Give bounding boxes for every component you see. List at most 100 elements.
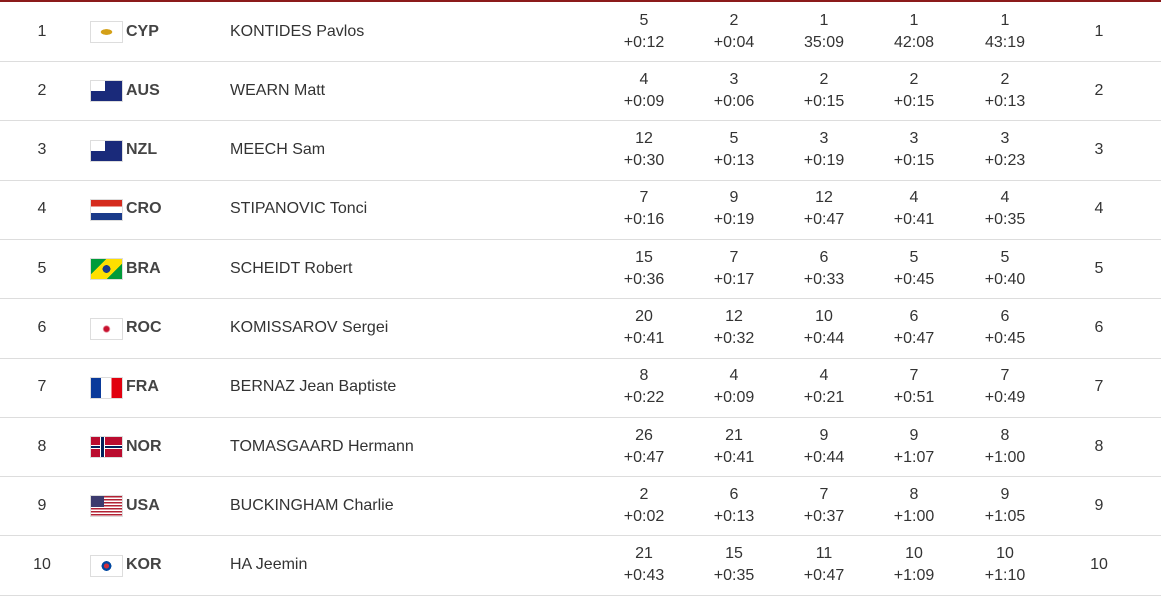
net-rank: 8 bbox=[1094, 437, 1104, 455]
race-cell: 6 +0:47 bbox=[874, 299, 954, 358]
race-position: 3 bbox=[1000, 130, 1010, 148]
race-cell: 7 +0:51 bbox=[874, 358, 954, 417]
race-position: 5 bbox=[1000, 248, 1010, 266]
race-position: 6 bbox=[909, 308, 919, 325]
race-cell: 2 +0:13 bbox=[965, 61, 1045, 120]
country-code: BRA bbox=[126, 259, 161, 277]
race-position: 4 bbox=[909, 189, 919, 207]
race-cell: 3 +0:23 bbox=[965, 121, 1045, 180]
race-gap: +0:40 bbox=[984, 270, 1026, 288]
race-position: 9 bbox=[1000, 485, 1010, 503]
race-position: 9 bbox=[729, 189, 739, 207]
race-position: 10 bbox=[815, 308, 833, 325]
race-gap: +0:33 bbox=[803, 270, 845, 288]
race-gap: +1:00 bbox=[984, 448, 1026, 466]
race-cell: 2 +0:15 bbox=[784, 61, 864, 120]
race-gap: +0:21 bbox=[803, 389, 845, 407]
race-position: 7 bbox=[639, 189, 649, 207]
race-cell: 2 +0:02 bbox=[604, 476, 684, 535]
table-row: 5 BRA SCHEIDT Robert 15 +0:36 7 +0:17 6 +0:33 5 +0… bbox=[0, 239, 1161, 300]
race-cell: 26 +0:47 bbox=[604, 417, 684, 476]
race-gap: +0:35 bbox=[984, 211, 1026, 229]
race-cell: 9 +0:19 bbox=[694, 180, 774, 239]
race-gap: +0:02 bbox=[623, 507, 665, 525]
race-gap: +1:10 bbox=[984, 567, 1026, 585]
race-gap: +0:13 bbox=[984, 92, 1026, 110]
race-cell: 12 +0:47 bbox=[784, 180, 864, 239]
race-cell: 4 +0:35 bbox=[965, 180, 1045, 239]
race-cell: 5 +0:45 bbox=[874, 239, 954, 298]
race-gap: +0:32 bbox=[713, 330, 755, 347]
race-position: 21 bbox=[725, 426, 743, 444]
top-border bbox=[0, 0, 1161, 2]
athlete-name: STIPANOVIC Tonci bbox=[230, 200, 368, 218]
race-position: 9 bbox=[819, 426, 829, 444]
race-position: 11 bbox=[815, 545, 833, 563]
table-row: 10 KOR HA Jeemin 21 +0:43 15 +0:35 11 +0:47 10 +1:… bbox=[0, 536, 1161, 596]
race-cell: 5 +0:40 bbox=[965, 239, 1045, 298]
country-code: CYP bbox=[126, 22, 159, 40]
race-cell: 12 +0:30 bbox=[604, 121, 684, 180]
race-gap: +0:04 bbox=[713, 33, 755, 51]
flag-icon bbox=[91, 259, 122, 280]
race-cell: 5 +0:13 bbox=[694, 121, 774, 180]
race-cell: 5 +0:12 bbox=[604, 2, 684, 61]
race-gap: +0:09 bbox=[623, 92, 665, 110]
race-position: 8 bbox=[639, 367, 649, 385]
table-row: 3 NZL MEECH Sam 12 +0:30 5 +0:13 3 +0:19 3 +0:15 3 +… bbox=[0, 121, 1161, 181]
table-row: 7 FRA BERNAZ Jean Baptiste 8 +0:22 4 +0:09 4 +0:… bbox=[0, 358, 1161, 418]
athlete-name: HA Jeemin bbox=[230, 556, 308, 574]
race-position: 15 bbox=[725, 545, 743, 563]
race-cell: 4 +0:21 bbox=[784, 358, 864, 417]
race-position: 9 bbox=[909, 426, 919, 444]
race-position: 12 bbox=[815, 189, 833, 207]
country-code: NOR bbox=[126, 437, 162, 455]
race-position: 2 bbox=[819, 70, 829, 88]
race-position: 3 bbox=[729, 70, 739, 88]
race-cell: 6 +0:33 bbox=[784, 239, 864, 298]
rank: 1 bbox=[37, 22, 47, 40]
race-gap: +0:15 bbox=[803, 92, 845, 110]
race-gap: +1:05 bbox=[984, 507, 1026, 525]
race-cell: 10 +0:44 bbox=[784, 299, 864, 358]
race-position: 4 bbox=[639, 70, 649, 88]
race-gap: +0:15 bbox=[893, 152, 935, 170]
flag-icon bbox=[91, 555, 122, 576]
athlete-name: SCHEIDT Robert bbox=[230, 259, 353, 277]
race-position: 20 bbox=[635, 308, 653, 325]
race-position: 15 bbox=[635, 248, 653, 266]
race-gap: +0:47 bbox=[623, 448, 665, 466]
race-gap: +0:12 bbox=[623, 33, 665, 51]
race-gap: +0:41 bbox=[713, 448, 755, 466]
athlete-name: BUCKINGHAM Charlie bbox=[230, 496, 394, 514]
race-gap: +0:51 bbox=[893, 389, 935, 407]
race-position: 3 bbox=[909, 130, 919, 148]
table-row: 4 CRO STIPANOVIC Tonci 7 +0:16 9 +0:19 12 +0:47 4… bbox=[0, 180, 1161, 240]
race-cell: 20 +0:41 bbox=[604, 299, 684, 358]
athlete-name: KONTIDES Pavlos bbox=[230, 22, 365, 40]
race-position: 6 bbox=[1000, 308, 1010, 325]
race-position: 2 bbox=[639, 485, 649, 503]
race-cell: 7 +0:17 bbox=[694, 239, 774, 298]
race-gap: +0:30 bbox=[623, 152, 665, 170]
net-rank: 6 bbox=[1094, 319, 1104, 336]
race-gap: +0:36 bbox=[623, 270, 665, 288]
table-row: 9 USA BUCKINGHAM Charlie 2 +0:02 6 +0:13 7 +0:37… bbox=[0, 476, 1161, 537]
race-position: 12 bbox=[635, 130, 653, 148]
flag-icon bbox=[91, 377, 122, 398]
race-cell: 8 +1:00 bbox=[965, 417, 1045, 476]
table-row: 1 CYP KONTIDES Pavlos 5 +0:12 2 +0:04 1 35:09 1 42… bbox=[0, 2, 1161, 62]
athlete-name: BERNAZ Jean Baptiste bbox=[230, 378, 397, 396]
race-position: 5 bbox=[909, 248, 919, 266]
race-gap: +0:09 bbox=[713, 389, 755, 407]
table-row: 8 NOR TOMASGAARD Hermann 26 +0:47 21 +0:41 9 +0:… bbox=[0, 417, 1161, 478]
race-cell: 21 +0:43 bbox=[604, 536, 684, 595]
flag-icon bbox=[91, 437, 122, 458]
race-gap: +0:41 bbox=[623, 330, 665, 347]
race-cell: 7 +0:16 bbox=[604, 180, 684, 239]
table-row: 2 AUS WEARN Matt 4 +0:09 3 +0:06 2 +0:15 2 +0:15 2 +… bbox=[0, 61, 1161, 122]
race-gap: 43:19 bbox=[984, 33, 1026, 51]
race-gap: +0:35 bbox=[713, 567, 755, 585]
race-position: 8 bbox=[909, 485, 919, 503]
race-position: 7 bbox=[1000, 367, 1010, 385]
